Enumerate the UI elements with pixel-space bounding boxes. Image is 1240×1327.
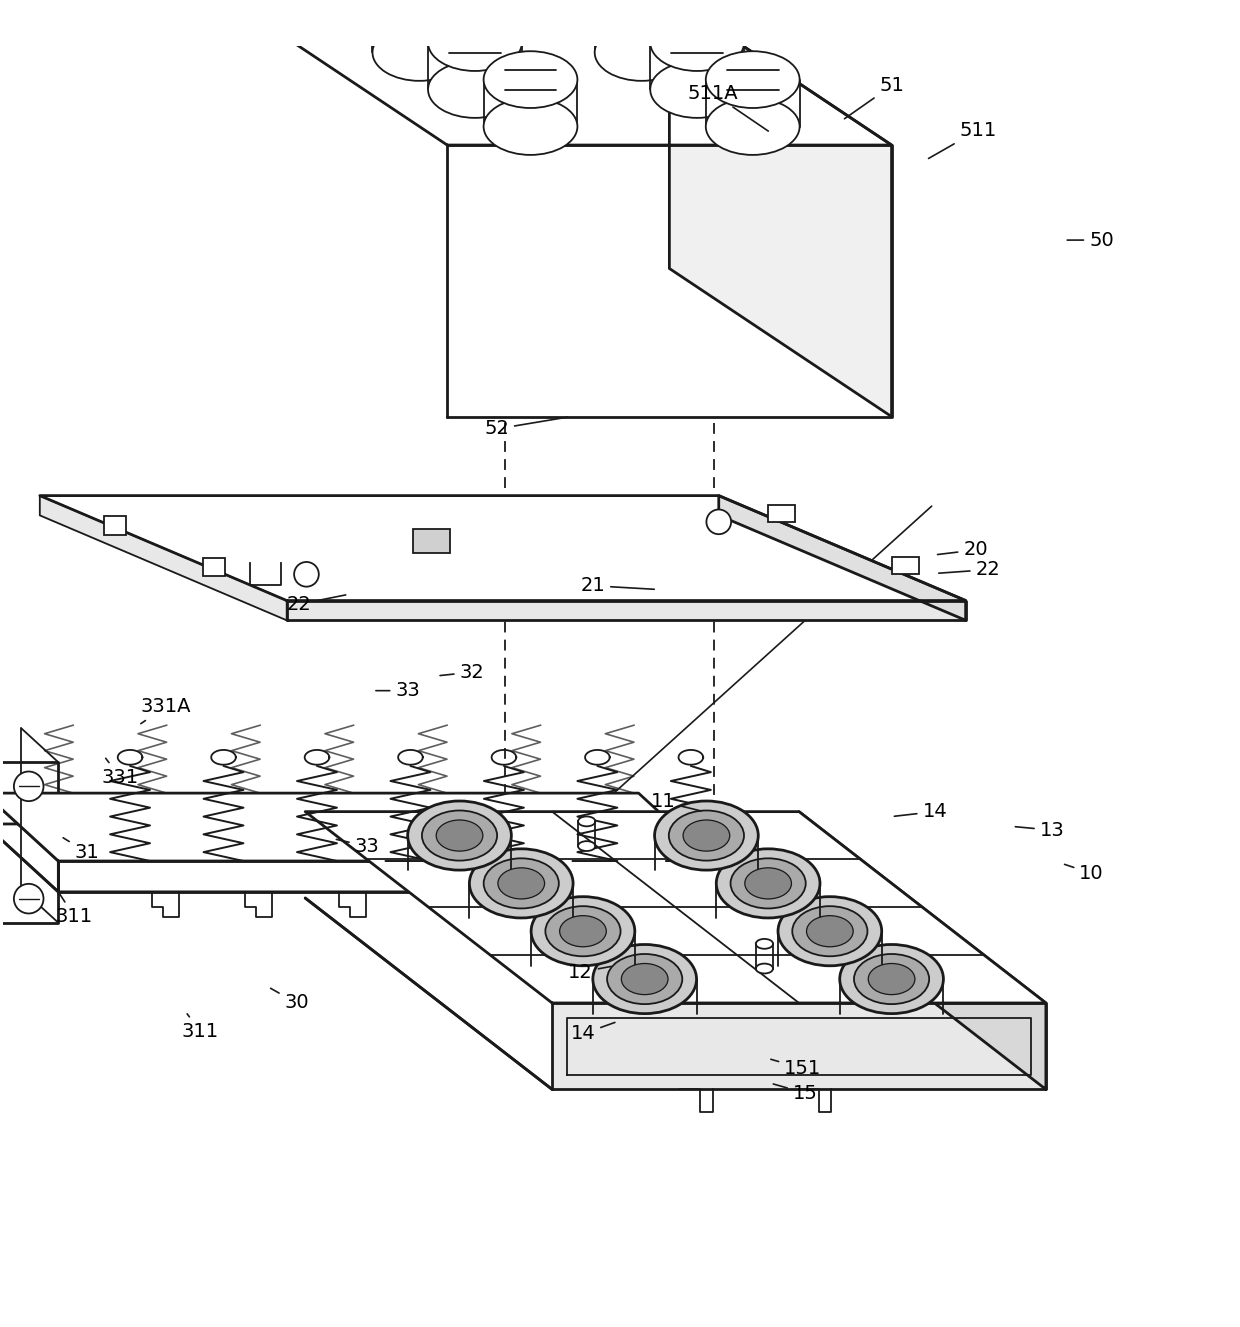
Circle shape [707, 510, 732, 535]
Ellipse shape [706, 52, 800, 107]
Ellipse shape [706, 98, 800, 155]
Ellipse shape [854, 954, 929, 1005]
Text: 21: 21 [580, 576, 655, 596]
Text: 151: 151 [771, 1059, 821, 1078]
Ellipse shape [608, 954, 682, 1005]
Text: 331: 331 [102, 758, 139, 787]
Polygon shape [670, 0, 892, 417]
Polygon shape [40, 495, 286, 620]
Text: 33: 33 [376, 681, 420, 701]
Text: 30: 30 [270, 989, 309, 1013]
FancyBboxPatch shape [104, 516, 126, 535]
FancyBboxPatch shape [768, 504, 795, 522]
Text: 14: 14 [570, 1022, 615, 1043]
Ellipse shape [484, 859, 559, 909]
Ellipse shape [372, 24, 466, 81]
Ellipse shape [650, 15, 744, 70]
Polygon shape [58, 861, 713, 892]
Ellipse shape [470, 849, 573, 918]
Ellipse shape [559, 916, 606, 946]
Text: 14: 14 [894, 802, 947, 821]
Ellipse shape [839, 945, 944, 1014]
Ellipse shape [683, 820, 730, 851]
FancyBboxPatch shape [413, 528, 450, 553]
Polygon shape [286, 601, 966, 620]
Ellipse shape [593, 945, 697, 1014]
Ellipse shape [372, 0, 466, 35]
Text: 12: 12 [568, 962, 611, 982]
Ellipse shape [595, 0, 688, 35]
Text: 331A: 331A [140, 697, 191, 723]
Polygon shape [0, 762, 58, 922]
Circle shape [14, 884, 43, 913]
Text: 11: 11 [651, 792, 702, 811]
Text: 33: 33 [336, 837, 379, 856]
Text: 15: 15 [774, 1084, 817, 1103]
Ellipse shape [650, 61, 744, 118]
Polygon shape [40, 495, 966, 601]
Polygon shape [719, 495, 966, 620]
Text: 51: 51 [844, 76, 904, 118]
Ellipse shape [436, 820, 482, 851]
Ellipse shape [868, 963, 915, 995]
Ellipse shape [655, 802, 758, 871]
Text: 511: 511 [929, 121, 997, 158]
Ellipse shape [621, 963, 668, 995]
Ellipse shape [539, 0, 632, 44]
Polygon shape [0, 794, 713, 861]
Ellipse shape [498, 868, 544, 898]
Text: 22: 22 [286, 594, 346, 614]
Ellipse shape [806, 916, 853, 946]
Text: 10: 10 [1065, 864, 1104, 882]
Ellipse shape [756, 940, 773, 949]
Ellipse shape [408, 802, 511, 871]
Ellipse shape [422, 811, 497, 861]
Ellipse shape [745, 868, 791, 898]
Ellipse shape [484, 52, 578, 107]
Ellipse shape [546, 906, 620, 957]
Text: 22: 22 [939, 560, 1001, 579]
Ellipse shape [717, 849, 820, 918]
Text: 311: 311 [56, 894, 93, 926]
Polygon shape [224, 0, 892, 145]
Ellipse shape [730, 859, 806, 909]
Ellipse shape [428, 15, 522, 70]
Text: 511A: 511A [687, 84, 769, 131]
Ellipse shape [578, 841, 595, 851]
FancyBboxPatch shape [892, 557, 919, 575]
Ellipse shape [484, 98, 578, 155]
Text: 311: 311 [182, 1014, 218, 1040]
Ellipse shape [668, 811, 744, 861]
Polygon shape [0, 794, 58, 892]
Ellipse shape [578, 816, 595, 827]
Circle shape [294, 561, 319, 587]
Text: 52: 52 [484, 417, 568, 438]
Ellipse shape [595, 24, 688, 81]
Polygon shape [305, 812, 1045, 1003]
Text: 32: 32 [440, 662, 485, 682]
Polygon shape [799, 812, 1045, 1089]
Ellipse shape [317, 0, 410, 44]
Polygon shape [448, 145, 892, 417]
Circle shape [14, 771, 43, 802]
Polygon shape [552, 1003, 1045, 1089]
Ellipse shape [756, 963, 773, 974]
Ellipse shape [531, 897, 635, 966]
Ellipse shape [792, 906, 868, 957]
Text: 13: 13 [1016, 820, 1064, 840]
Text: 31: 31 [63, 837, 99, 861]
Ellipse shape [428, 61, 522, 118]
Text: 50: 50 [1068, 231, 1114, 249]
FancyBboxPatch shape [203, 557, 224, 576]
Polygon shape [0, 824, 713, 892]
Text: 20: 20 [937, 540, 988, 560]
Ellipse shape [777, 897, 882, 966]
